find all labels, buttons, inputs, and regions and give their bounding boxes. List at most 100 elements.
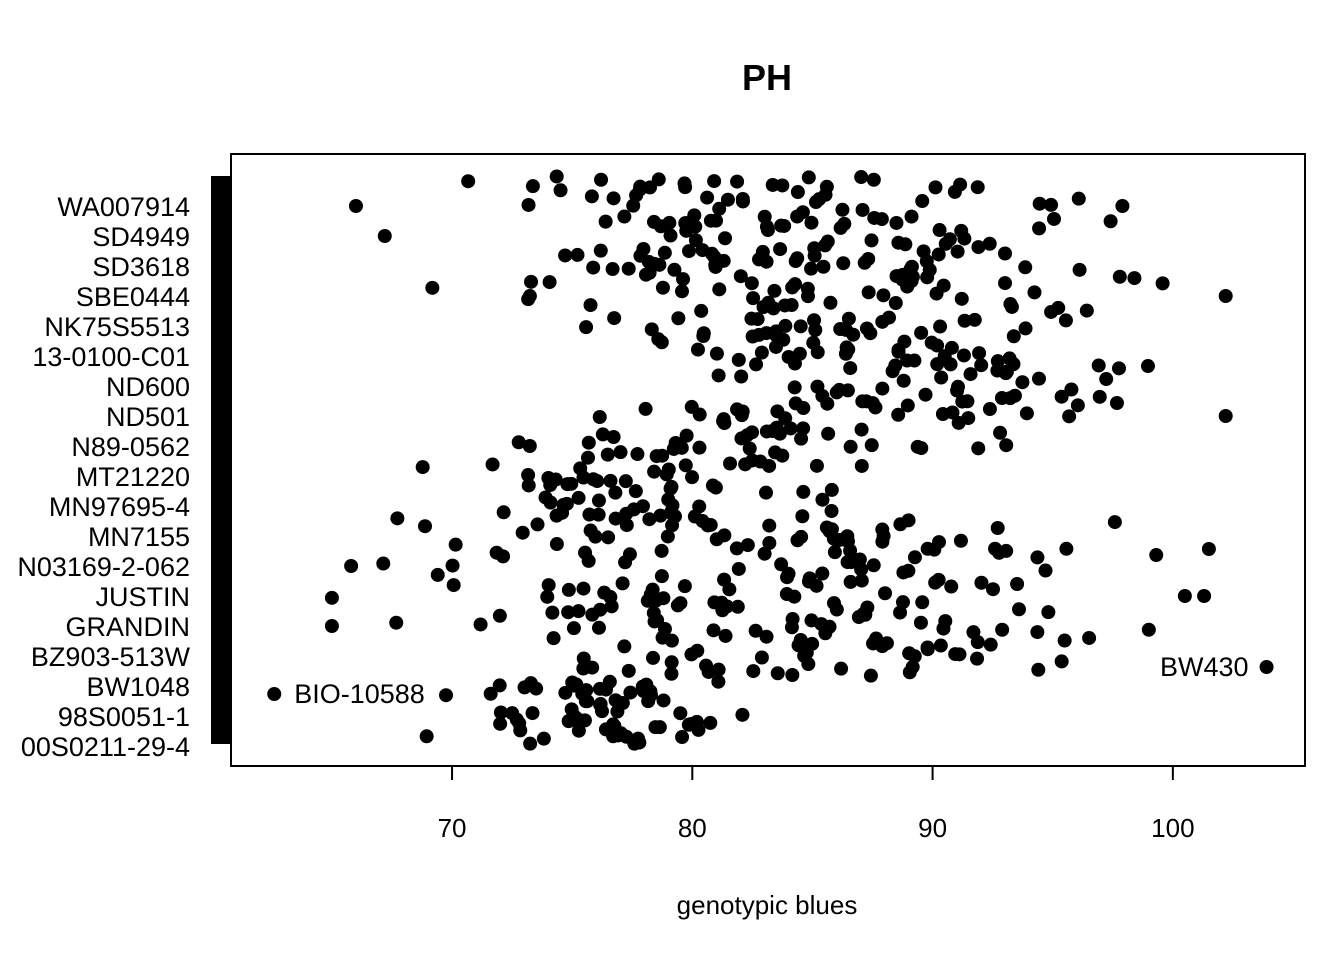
data-point [843,439,858,454]
y-tick-label: WA007914 [57,192,190,222]
data-point [717,416,732,431]
data-point [542,275,557,290]
data-point [733,269,748,284]
data-point [461,174,476,189]
data-point [875,381,890,396]
data-point [776,332,791,347]
data-point [773,242,788,257]
data-point [1071,191,1086,206]
data-point [1010,577,1025,592]
data-point [1030,550,1045,565]
data-point [646,650,661,665]
data-point [485,457,500,472]
data-point [685,470,700,485]
data-point [665,498,680,513]
data-point [585,660,600,675]
data-point [854,422,869,437]
data-point [523,736,538,751]
data-point [1155,276,1170,291]
data-point [621,663,636,678]
y-tick-label: N03169-2-062 [17,552,190,582]
data-point [617,639,632,654]
data-point [744,311,759,326]
data-point [445,558,460,573]
data-point [606,717,621,732]
data-point [656,693,671,708]
data-point [790,533,805,548]
data-point [767,283,782,298]
data-point [742,441,757,456]
data-point [854,458,869,473]
data-point [834,661,849,676]
data-point [687,208,702,223]
data-point [492,608,507,623]
data-point [1004,299,1019,314]
data-point [734,431,749,446]
data-point [521,292,536,307]
data-point [780,570,795,585]
data-point [1109,396,1124,411]
data-point [757,209,772,224]
data-point [744,276,759,291]
data-point [549,169,564,184]
data-point [897,334,912,349]
data-point [603,590,618,605]
data-point [738,457,753,472]
data-point [807,313,822,328]
data-point [585,607,600,622]
data-point [707,174,722,189]
data-point [601,530,616,545]
data-point [515,525,530,540]
y-tick-label: JUSTIN [96,582,191,612]
data-point [1197,589,1212,603]
y-tick-label: BZ903-513W [31,642,191,672]
data-point [618,555,633,570]
data-point [603,473,618,488]
data-point [646,214,661,229]
data-point [792,346,807,361]
data-point [561,605,576,620]
data-point [561,582,576,597]
data-point [993,425,1008,440]
data-point [933,638,948,653]
data-point [663,481,678,496]
y-tick-label: SBE0444 [76,282,190,312]
data-point [699,658,714,673]
data-point [1111,361,1126,376]
data-point [835,202,850,217]
data-point [802,571,817,586]
y-tick-label: ND501 [106,402,190,432]
data-point [953,533,968,548]
data-point [804,261,819,276]
left-rug-bar [211,176,231,744]
data-point [631,731,646,746]
data-point [785,668,800,683]
data-point [866,172,881,187]
data-point [787,589,802,604]
data-point [875,522,890,537]
data-point [645,582,660,597]
data-point [496,505,511,520]
data-point [1092,389,1107,404]
data-point [615,576,630,591]
data-point [593,243,608,258]
data-point [957,313,972,328]
data-point [654,543,669,558]
data-point [1103,214,1118,229]
data-point [390,511,405,526]
data-point [900,353,915,368]
data-point [586,260,601,275]
data-point [662,215,677,230]
data-point [1019,406,1034,421]
data-point [933,319,948,334]
y-tick-label: SD4949 [92,222,190,252]
data-point [517,680,532,695]
data-point [907,649,922,664]
data-point [1041,605,1056,620]
data-point [564,476,579,491]
data-point [593,697,608,712]
data-point [901,563,916,578]
data-point [493,705,508,720]
data-point [778,411,793,426]
data-point [788,277,803,292]
